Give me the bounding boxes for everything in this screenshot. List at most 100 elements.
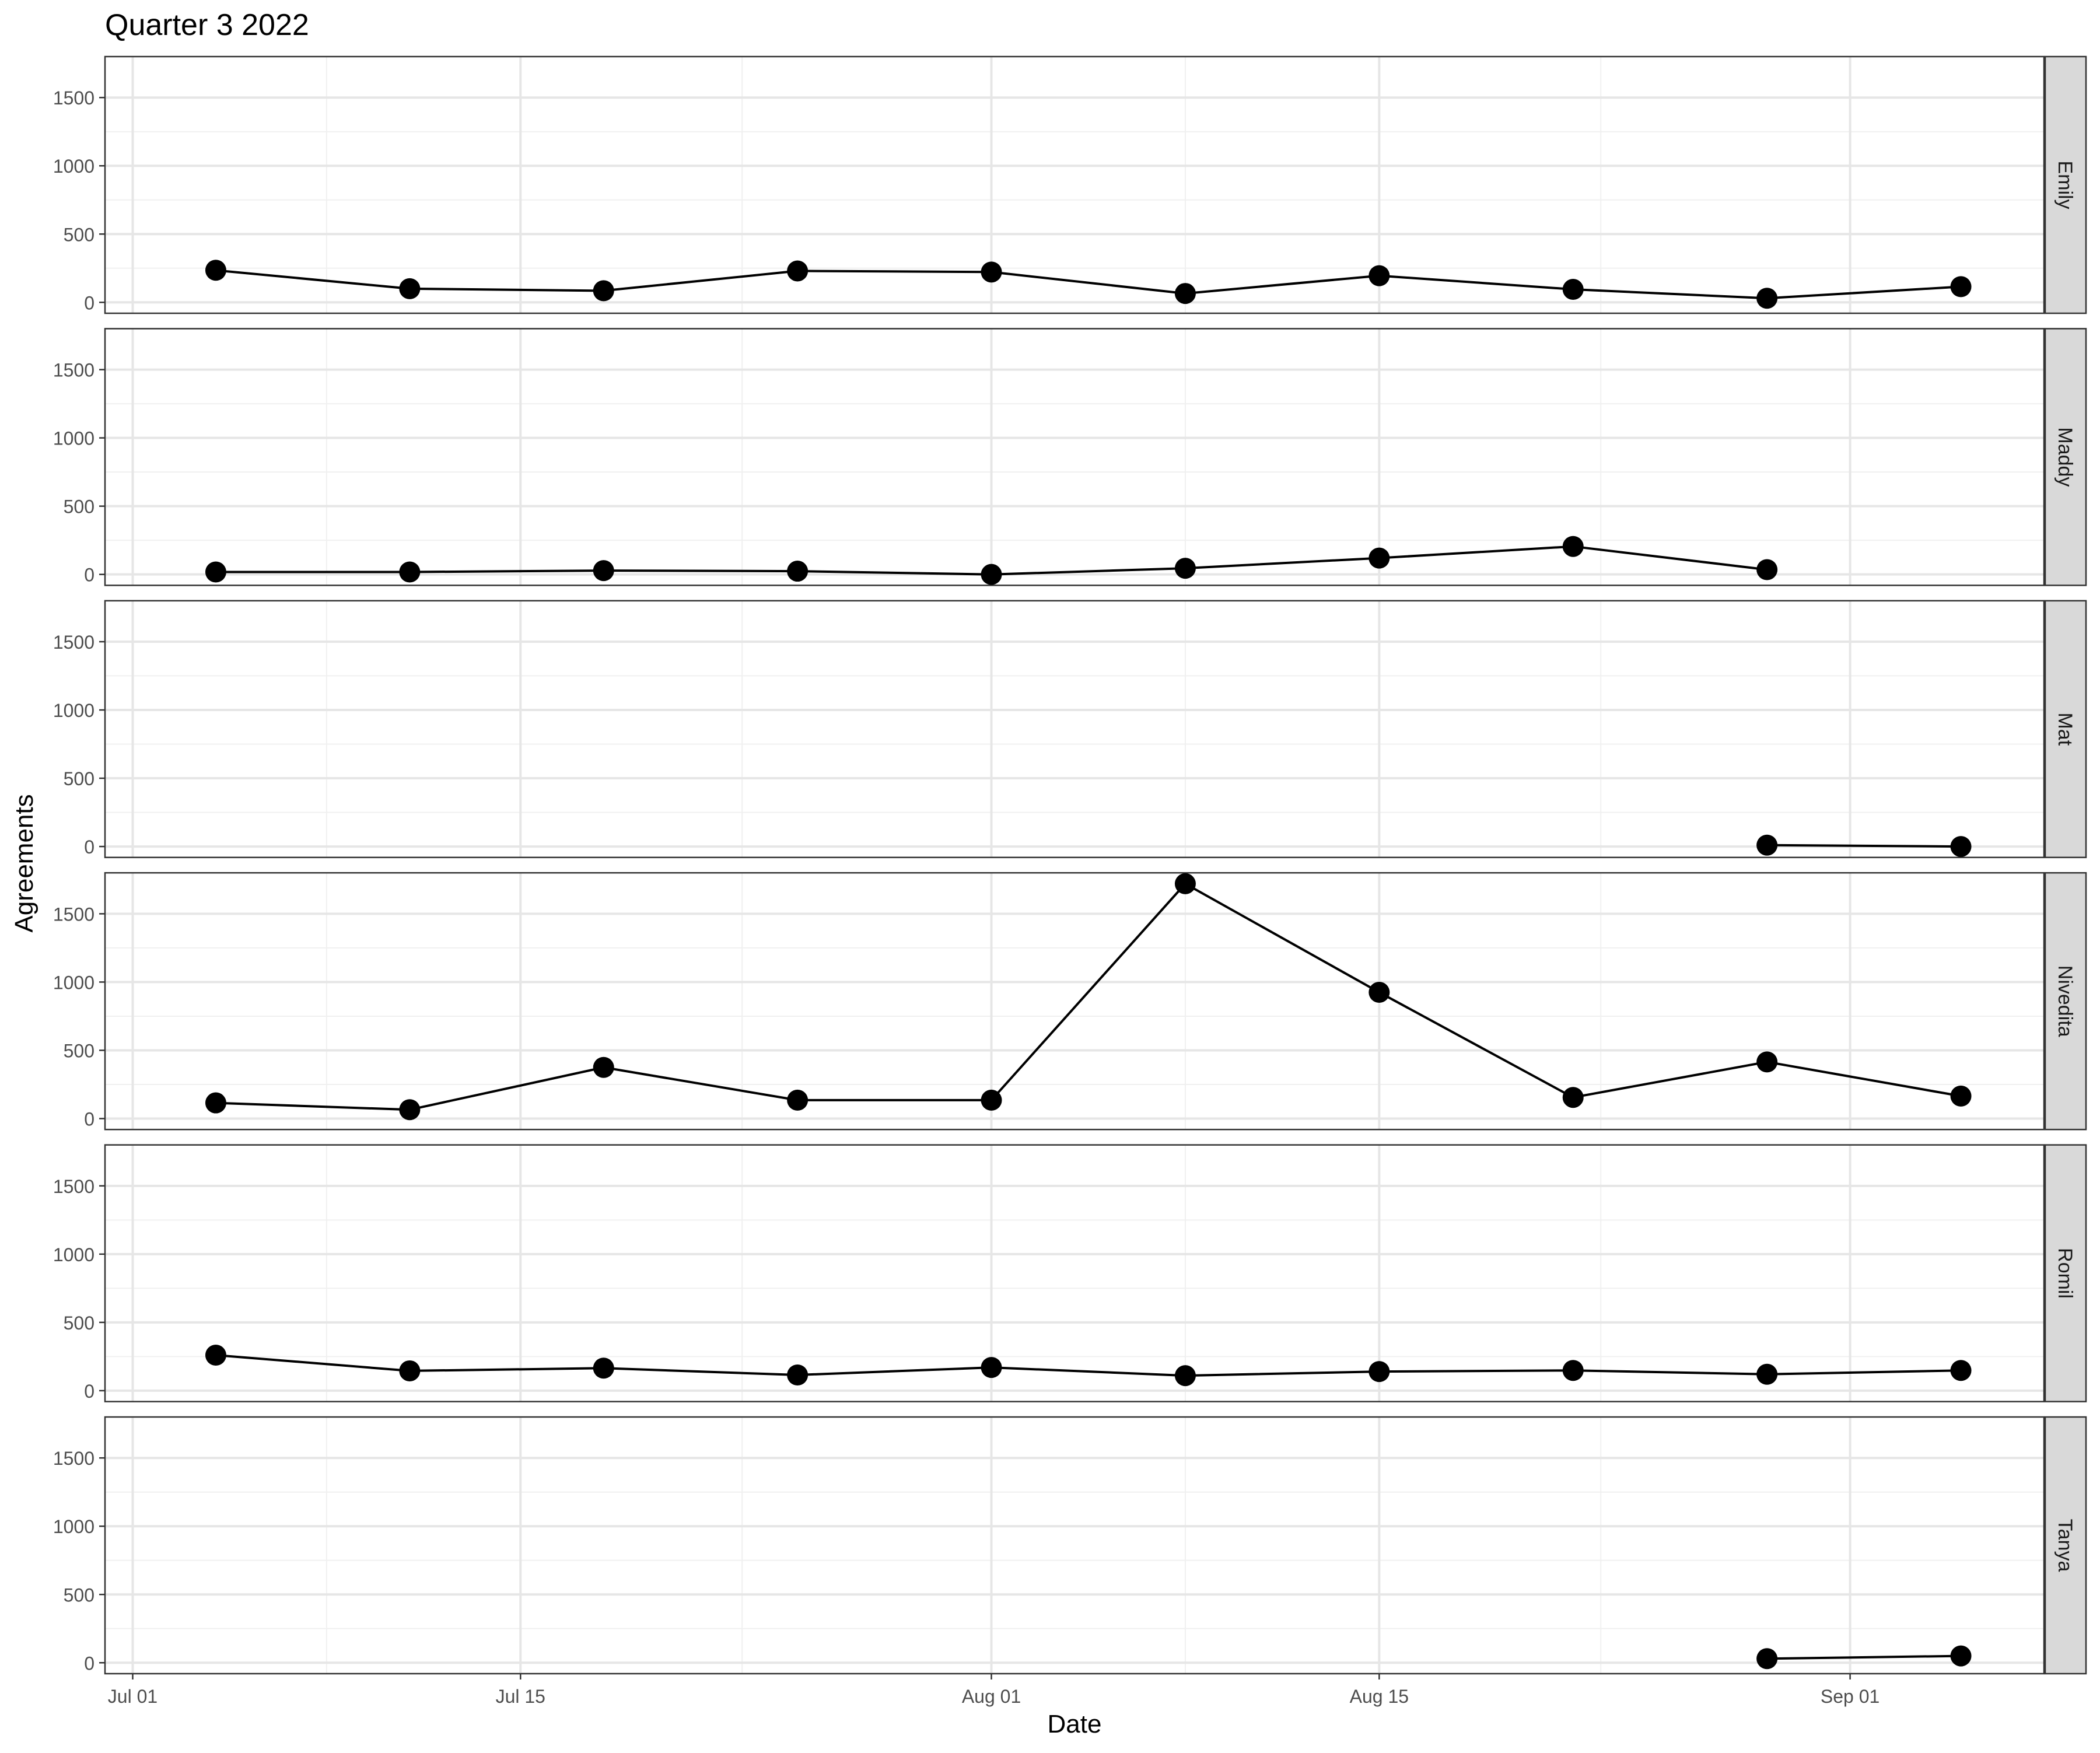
data-point — [1950, 1645, 1972, 1667]
data-point — [1174, 558, 1196, 579]
y-tick-label: 500 — [64, 224, 94, 245]
y-tick-label: 1000 — [53, 972, 94, 993]
facet-panels: 0 500 1000 1500 Emily 0 500 1000 1500 Maddy 0 500 10… — [53, 55, 2087, 1675]
data-point — [1174, 1365, 1196, 1387]
y-tick-label: 0 — [84, 565, 94, 586]
y-tick-label: 500 — [64, 1584, 94, 1605]
facet-strip-label: Tanya — [2054, 1519, 2076, 1572]
facet-panel-maddy: 0 500 1000 1500 Maddy — [53, 328, 2087, 586]
data-point — [1950, 836, 1972, 858]
data-point — [399, 1099, 421, 1121]
y-tick-label: 1500 — [53, 360, 94, 381]
facet-strip — [2044, 55, 2087, 314]
facet-panel-emily: 0 500 1000 1500 Emily — [53, 55, 2087, 314]
panel-background — [105, 1417, 2044, 1674]
chart-title: Quarter 3 2022 — [105, 8, 309, 42]
data-point — [593, 280, 614, 302]
facet-strip — [2044, 1144, 2087, 1402]
facet-strip-label: Maddy — [2054, 427, 2076, 487]
series-line-romil — [215, 1354, 1961, 1377]
facet-strip-label: Mat — [2054, 712, 2076, 746]
facet-panel-nivedita: 0 500 1000 1500 Nivedita — [53, 872, 2087, 1131]
data-point — [205, 1092, 226, 1114]
facet-strip-label: Romil — [2054, 1248, 2076, 1299]
data-point — [1368, 981, 1390, 1003]
panel-border — [104, 600, 2045, 859]
data-point — [787, 1364, 808, 1385]
data-point — [1756, 1363, 1778, 1385]
y-tick-label: 500 — [64, 496, 94, 517]
data-point — [981, 1357, 1002, 1378]
facet-strip — [2044, 1416, 2087, 1675]
data-point — [1756, 559, 1778, 580]
data-point — [205, 1345, 226, 1366]
y-tick-label: 1000 — [53, 156, 94, 177]
panel-background — [105, 57, 2044, 313]
facet-panel-tanya: 0 500 1000 1500 Tanya — [53, 1416, 2087, 1675]
panel-border — [104, 328, 2045, 586]
x-tick-label: Sep 01 — [1821, 1686, 1880, 1707]
y-tick-label: 0 — [84, 292, 94, 313]
data-point — [1368, 265, 1390, 286]
y-tick-label: 0 — [84, 1653, 94, 1674]
series-line-emily — [215, 269, 1961, 300]
data-point — [593, 560, 614, 582]
data-point — [399, 561, 421, 583]
y-tick-label: 500 — [64, 1040, 94, 1061]
facet-panel-mat: 0 500 1000 1500 Mat — [53, 600, 2087, 859]
panel-background — [105, 873, 2044, 1130]
data-point — [205, 260, 226, 281]
panel-border — [104, 1416, 2045, 1675]
data-point — [593, 1056, 614, 1078]
data-point — [1562, 1360, 1584, 1381]
data-point — [787, 561, 808, 582]
y-tick-label: 0 — [84, 1381, 94, 1402]
data-point — [1756, 288, 1778, 309]
y-tick-label: 500 — [64, 768, 94, 789]
data-point — [1756, 1051, 1778, 1073]
x-tick-label: Aug 01 — [962, 1686, 1021, 1707]
data-point — [981, 564, 1002, 585]
data-point — [981, 261, 1002, 283]
facet-panel-romil: 0 500 1000 1500 Romil — [53, 1144, 2087, 1402]
y-tick-label: 1000 — [53, 700, 94, 721]
facet-strip — [2044, 600, 2087, 859]
y-axis-title: Agreements — [10, 794, 38, 932]
facet-strip — [2044, 328, 2087, 586]
data-point — [981, 1089, 1002, 1111]
data-point — [593, 1357, 614, 1379]
panel-border — [104, 1144, 2045, 1402]
data-point — [1562, 279, 1584, 300]
data-point — [1368, 1361, 1390, 1383]
data-point — [1756, 1648, 1778, 1670]
x-axis-title: Date — [1048, 1710, 1102, 1738]
x-tick-label: Aug 15 — [1350, 1686, 1409, 1707]
y-tick-label: 1000 — [53, 428, 94, 449]
data-point — [205, 561, 226, 583]
data-point — [1756, 834, 1778, 856]
series-line-nivedita — [215, 882, 1961, 1111]
x-axis: Jul 01 Jul 15 Aug 01 Aug 15 Sep 01 — [108, 1674, 1880, 1707]
x-tick-label: Jul 01 — [108, 1686, 158, 1707]
facet-strip — [2044, 872, 2087, 1131]
y-tick-label: 1000 — [53, 1516, 94, 1537]
y-tick-label: 500 — [64, 1313, 94, 1334]
facet-strip-label: Emily — [2054, 160, 2076, 209]
data-point — [1950, 1085, 1972, 1107]
y-tick-label: 0 — [84, 837, 94, 858]
panel-background — [105, 1145, 2044, 1402]
data-point — [399, 278, 421, 299]
series-line-tanya — [1767, 1654, 1961, 1660]
panel-background — [105, 600, 2044, 858]
y-tick-label: 1500 — [53, 904, 94, 925]
panel-border — [104, 872, 2045, 1131]
y-tick-label: 0 — [84, 1108, 94, 1129]
y-tick-label: 1500 — [53, 632, 94, 653]
panel-background — [105, 328, 2044, 586]
data-point — [1950, 276, 1972, 298]
panel-border — [104, 55, 2045, 314]
y-tick-label: 1500 — [53, 1176, 94, 1197]
data-point — [1562, 536, 1584, 557]
